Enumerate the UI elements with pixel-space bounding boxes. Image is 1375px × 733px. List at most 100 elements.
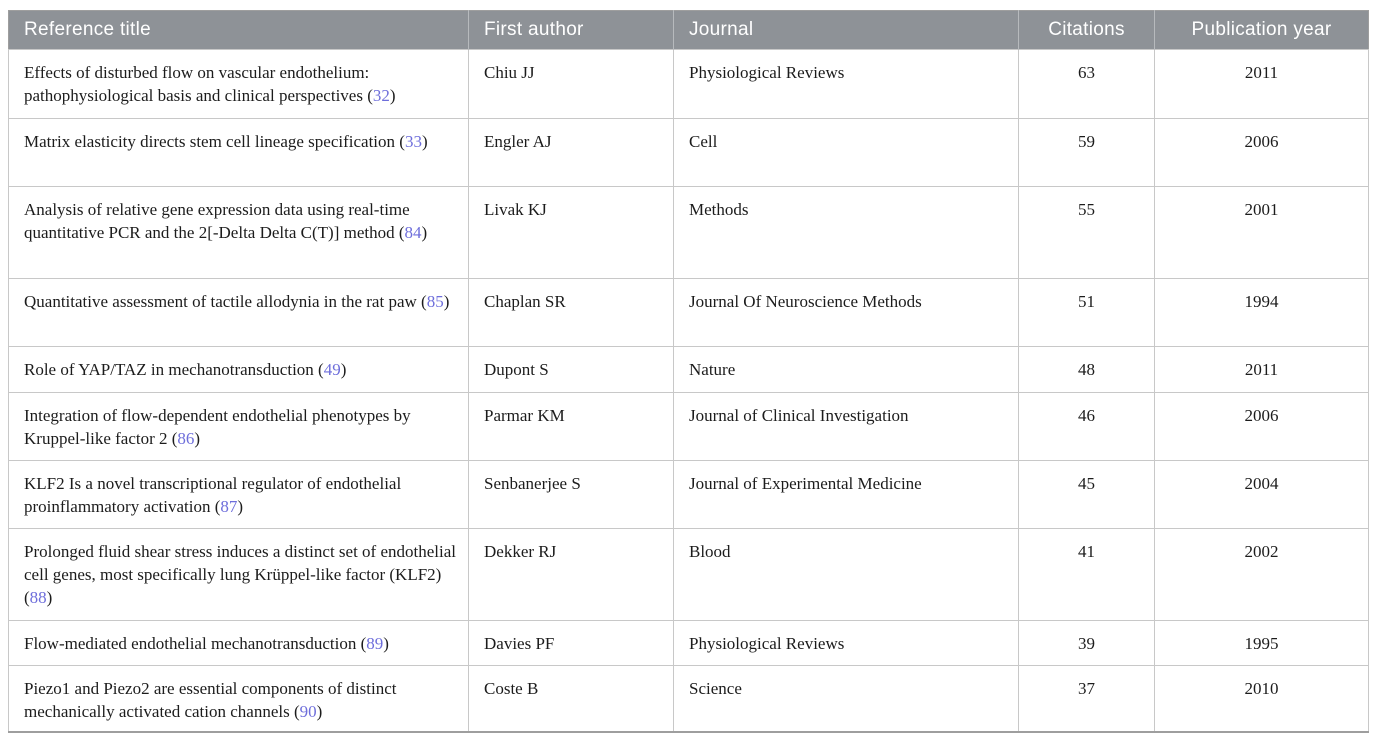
publication-year-cell: 2006 bbox=[1154, 392, 1369, 461]
publication-year-cell: 1994 bbox=[1154, 278, 1369, 347]
first-author-cell: Dekker RJ bbox=[468, 528, 674, 621]
reference-title-text: Prolonged fluid shear stress induces a d… bbox=[24, 542, 456, 584]
publication-year-cell: 2011 bbox=[1154, 49, 1369, 119]
column-header-first-author: First author bbox=[468, 10, 674, 50]
reference-title-text: Flow-mediated endothelial mechanotransdu… bbox=[24, 634, 357, 653]
journal-cell: Science bbox=[673, 665, 1019, 733]
citation-ref-link[interactable]: 33 bbox=[404, 132, 422, 151]
column-header-reference-title: Reference title bbox=[8, 10, 469, 50]
reference-title-text: Piezo1 and Piezo2 are essential componen… bbox=[24, 679, 397, 721]
paren-open: ( bbox=[356, 634, 367, 653]
journal-cell: Methods bbox=[673, 186, 1019, 279]
reference-title-cell: Matrix elasticity directs stem cell line… bbox=[8, 118, 469, 187]
paren-close: ) bbox=[383, 634, 389, 653]
paren-close: ) bbox=[194, 429, 201, 448]
table-row: Flow-mediated endothelial mechanotransdu… bbox=[8, 620, 1369, 666]
reference-title-text: Analysis of relative gene expression dat… bbox=[24, 200, 410, 242]
table-body: Effects of disturbed flow on vascular en… bbox=[8, 49, 1369, 733]
table-row: Quantitative assessment of tactile allod… bbox=[8, 278, 1369, 347]
journal-cell: Physiological Reviews bbox=[673, 620, 1019, 666]
first-author-cell: Engler AJ bbox=[468, 118, 674, 187]
table-row: Matrix elasticity directs stem cell line… bbox=[8, 118, 1369, 187]
citation-ref-link[interactable]: 88 bbox=[29, 588, 47, 607]
citation-ref-link[interactable]: 89 bbox=[366, 634, 384, 653]
citations-cell: 45 bbox=[1018, 460, 1155, 529]
column-header-publication-year: Publication year bbox=[1154, 10, 1369, 50]
citation-ref-link[interactable]: 84 bbox=[404, 223, 422, 242]
citations-cell: 55 bbox=[1018, 186, 1155, 279]
citation-ref-link[interactable]: 86 bbox=[177, 429, 195, 448]
paren-close: ) bbox=[421, 223, 428, 242]
citations-cell: 48 bbox=[1018, 346, 1155, 393]
table-row: Effects of disturbed flow on vascular en… bbox=[8, 49, 1369, 119]
citations-cell: 39 bbox=[1018, 620, 1155, 666]
column-header-journal: Journal bbox=[673, 10, 1019, 50]
citation-ref-link[interactable]: 90 bbox=[299, 702, 317, 721]
reference-title-cell: Integration of flow-dependent endothelia… bbox=[8, 392, 469, 461]
first-author-cell: Chaplan SR bbox=[468, 278, 674, 347]
paren-close: ) bbox=[421, 132, 428, 151]
publication-year-cell: 1995 bbox=[1154, 620, 1369, 666]
journal-cell: Journal Of Neuroscience Methods bbox=[673, 278, 1019, 347]
citation-ref-link[interactable]: 85 bbox=[426, 292, 444, 311]
reference-title-cell: Piezo1 and Piezo2 are essential componen… bbox=[8, 665, 469, 733]
paren-close: ) bbox=[237, 497, 244, 516]
journal-cell: Blood bbox=[673, 528, 1019, 621]
citations-cell: 37 bbox=[1018, 665, 1155, 733]
table-row: Role of YAP/TAZ in mechanotransduction (… bbox=[8, 346, 1369, 393]
journal-cell: Journal of Clinical Investigation bbox=[673, 392, 1019, 461]
reference-title-text: Integration of flow-dependent endothelia… bbox=[24, 406, 411, 448]
paren-close: ) bbox=[316, 702, 323, 721]
citation-ref-link[interactable]: 49 bbox=[323, 360, 341, 379]
reference-title-text: Quantitative assessment of tactile allod… bbox=[24, 292, 417, 311]
first-author-cell: Senbanerjee S bbox=[468, 460, 674, 529]
first-author-cell: Coste B bbox=[468, 665, 674, 733]
publication-year-cell: 2001 bbox=[1154, 186, 1369, 279]
publication-year-cell: 2006 bbox=[1154, 118, 1369, 187]
first-author-cell: Parmar KM bbox=[468, 392, 674, 461]
reference-title-cell: Flow-mediated endothelial mechanotransdu… bbox=[8, 620, 469, 666]
journal-cell: Physiological Reviews bbox=[673, 49, 1019, 119]
paren-open: ( bbox=[394, 223, 405, 242]
publication-year-cell: 2011 bbox=[1154, 346, 1369, 393]
journal-cell: Journal of Experimental Medicine bbox=[673, 460, 1019, 529]
reference-title-text: Matrix elasticity directs stem cell line… bbox=[24, 132, 396, 151]
paren-close: ) bbox=[443, 292, 450, 311]
reference-title-cell: Role of YAP/TAZ in mechanotransduction (… bbox=[8, 346, 469, 393]
paren-close: ) bbox=[389, 86, 396, 105]
table-row: Piezo1 and Piezo2 are essential componen… bbox=[8, 665, 1369, 733]
reference-title-cell: KLF2 Is a novel transcriptional regulato… bbox=[8, 460, 469, 529]
first-author-cell: Chiu JJ bbox=[468, 49, 674, 119]
paren-close: ) bbox=[46, 588, 53, 607]
paren-open: ( bbox=[313, 360, 324, 379]
first-author-cell: Dupont S bbox=[468, 346, 674, 393]
citations-cell: 63 bbox=[1018, 49, 1155, 119]
paren-open: ( bbox=[24, 588, 30, 607]
paren-open: ( bbox=[395, 132, 405, 151]
first-author-cell: Livak KJ bbox=[468, 186, 674, 279]
journal-cell: Cell bbox=[673, 118, 1019, 187]
first-author-cell: Davies PF bbox=[468, 620, 674, 666]
paren-open: ( bbox=[416, 292, 427, 311]
paren-close: ) bbox=[340, 360, 347, 379]
table-row: KLF2 Is a novel transcriptional regulato… bbox=[8, 460, 1369, 529]
citations-cell: 59 bbox=[1018, 118, 1155, 187]
publication-year-cell: 2004 bbox=[1154, 460, 1369, 529]
citation-ref-link[interactable]: 87 bbox=[220, 497, 238, 516]
reference-title-text: Role of YAP/TAZ in mechanotransduction bbox=[24, 360, 314, 379]
citations-cell: 51 bbox=[1018, 278, 1155, 347]
paren-open: ( bbox=[167, 429, 178, 448]
citation-ref-link[interactable]: 32 bbox=[372, 86, 390, 105]
column-header-citations: Citations bbox=[1018, 10, 1155, 50]
reference-title-cell: Effects of disturbed flow on vascular en… bbox=[8, 49, 469, 119]
table-row: Prolonged fluid shear stress induces a d… bbox=[8, 528, 1369, 621]
header-row: Reference title First author Journal Cit… bbox=[8, 10, 1369, 50]
reference-title-text: KLF2 Is a novel transcriptional regulato… bbox=[24, 474, 402, 516]
reference-title-cell: Quantitative assessment of tactile allod… bbox=[8, 278, 469, 347]
paren-open: ( bbox=[362, 86, 373, 105]
paren-open: ( bbox=[289, 702, 300, 721]
references-table: Reference title First author Journal Cit… bbox=[8, 10, 1369, 733]
table-row: Integration of flow-dependent endothelia… bbox=[8, 392, 1369, 461]
table-header: Reference title First author Journal Cit… bbox=[8, 10, 1369, 50]
publication-year-cell: 2010 bbox=[1154, 665, 1369, 733]
